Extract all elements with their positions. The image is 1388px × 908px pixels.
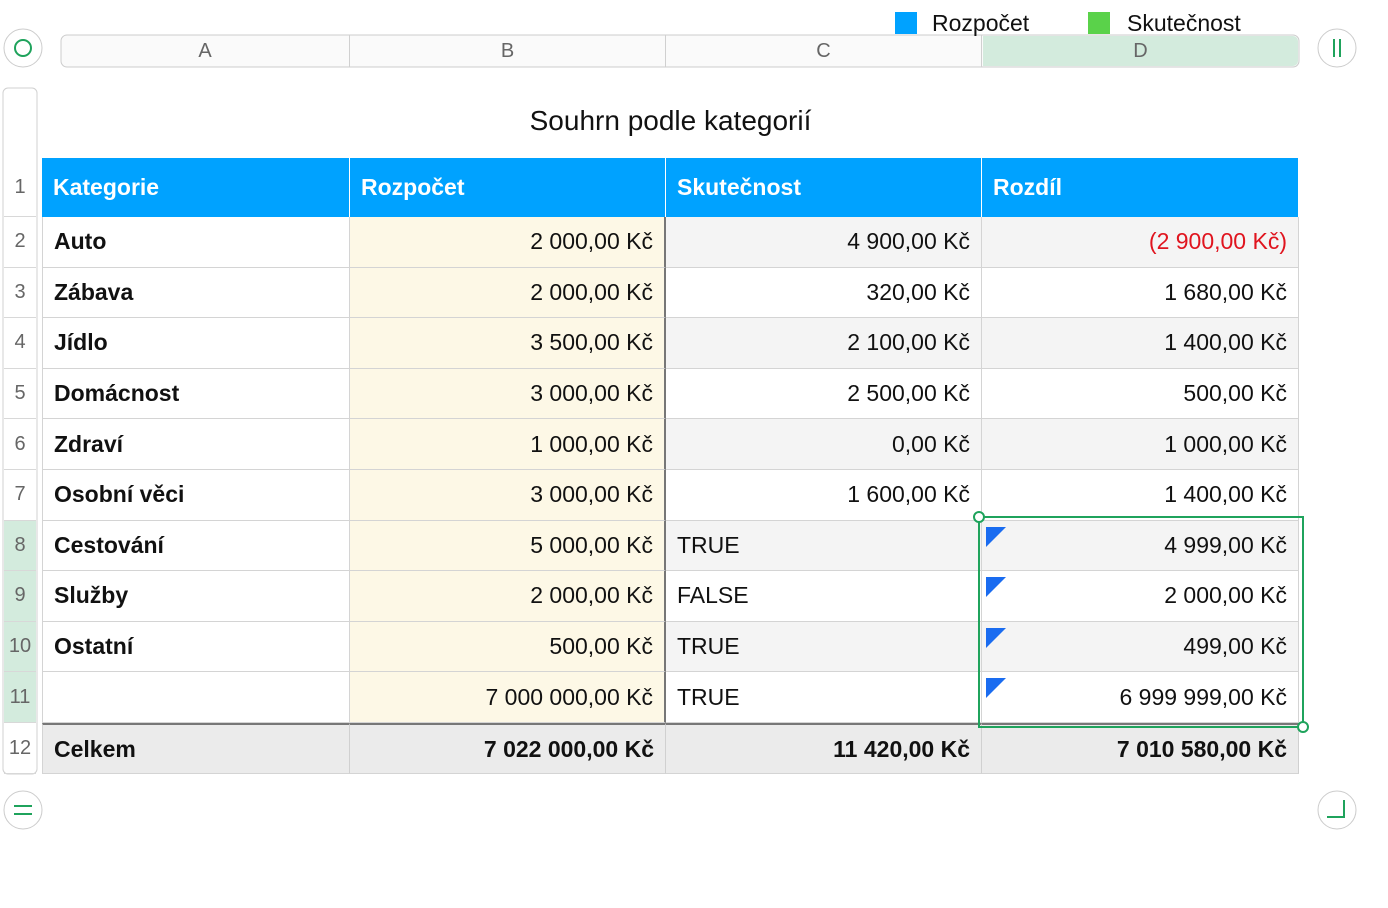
row-number: 9 [4, 571, 36, 622]
selected-column [983, 36, 1298, 66]
table-cell: 499,00 Kč [982, 621, 1299, 673]
table-cell: 1 400,00 Kč [982, 470, 1299, 521]
row-number: 8 [4, 521, 36, 572]
table-cell: Jídlo [42, 318, 350, 369]
table-cell: 500,00 Kč [982, 368, 1299, 420]
header-cell: Rozpočet [350, 158, 666, 217]
legend-swatch [1088, 12, 1110, 34]
table-cell: Cestování [42, 520, 350, 572]
row-number: 12 [4, 723, 36, 774]
table-cell: 2 000,00 Kč [350, 571, 666, 622]
legend-label: Skutečnost [1127, 10, 1241, 36]
table-cell: 2 000,00 Kč [982, 571, 1299, 622]
table-cell: 2 100,00 Kč [666, 318, 982, 369]
row-number: 7 [4, 470, 36, 521]
table-cell: 3 500,00 Kč [350, 318, 666, 369]
table-cell: Služby [42, 571, 350, 622]
column-letter: D [1133, 39, 1148, 62]
comment-flag[interactable] [986, 627, 1006, 648]
total-cell: 11 420,00 Kč [666, 723, 982, 774]
comment-flag[interactable] [986, 526, 1006, 547]
table-cell: Domácnost [42, 368, 350, 420]
table-cell: 3 000,00 Kč [350, 368, 666, 420]
table-cell [42, 672, 350, 723]
table-cell: 2 000,00 Kč [350, 267, 666, 319]
table-cell: 500,00 Kč [350, 621, 666, 673]
table-cell: 320,00 Kč [666, 267, 982, 319]
icon [14, 39, 32, 57]
add-column-button[interactable] [1317, 28, 1357, 68]
comment-flag[interactable] [986, 678, 1006, 699]
row-number: 1 [4, 158, 36, 217]
column-letter: A [61, 35, 350, 67]
row-number: 4 [4, 318, 36, 369]
table-cell: FALSE [666, 571, 982, 622]
table-cell: Zábava [42, 267, 350, 319]
table-cell: 3 000,00 Kč [350, 470, 666, 521]
table-cell: 1 000,00 Kč [982, 419, 1299, 470]
legend-label: Rozpočet [932, 10, 1030, 36]
header-cell: Skutečnost [666, 158, 982, 217]
table-cell: 5 000,00 Kč [350, 520, 666, 572]
table-cell: 4 900,00 Kč [666, 217, 982, 268]
table-cell: 1 400,00 Kč [982, 318, 1299, 369]
table-cell: 6 999 999,00 Kč [982, 672, 1299, 723]
table-cell: 2 000,00 Kč [350, 217, 666, 268]
total-cell: Celkem [42, 723, 350, 774]
icon [14, 805, 32, 815]
select-table-button[interactable] [3, 28, 43, 68]
table-cell: TRUE [666, 520, 982, 572]
table-cell: (2 900,00 Kč) [982, 217, 1299, 268]
table-cell: 1 680,00 Kč [982, 267, 1299, 319]
row-number: 3 [4, 268, 36, 319]
header-cell: Rozdíl [982, 158, 1299, 217]
table-cell: 4 999,00 Kč [982, 520, 1299, 572]
row-number: 10 [4, 622, 36, 673]
row-number: 2 [4, 217, 36, 268]
table-cell: Ostatní [42, 621, 350, 673]
row-number: 11 [4, 672, 36, 723]
resize-button[interactable] [1317, 790, 1357, 830]
table-cell: 0,00 Kč [666, 419, 982, 470]
column-letter: B [350, 35, 666, 67]
table-cell: 1 600,00 Kč [666, 470, 982, 521]
add-row-button[interactable] [3, 790, 43, 830]
legend-swatch [895, 12, 917, 34]
table-cell: TRUE [666, 621, 982, 673]
table-cell: Osobní věci [42, 470, 350, 521]
comment-flag[interactable] [986, 577, 1006, 598]
header-cell: Kategorie [42, 158, 350, 217]
total-cell: 7 010 580,00 Kč [982, 723, 1299, 774]
icon [1327, 800, 1345, 818]
table-title: Souhrn podle kategorií [529, 105, 812, 136]
table-cell: TRUE [666, 672, 982, 723]
column-letter: C [666, 35, 982, 67]
table-cell: Auto [42, 217, 350, 268]
table-cell: 7 000 000,00 Kč [350, 672, 666, 723]
table-cell: Zdraví [42, 419, 350, 470]
table-cell: 2 500,00 Kč [666, 368, 982, 420]
icon [1333, 39, 1341, 57]
row-number: 6 [4, 419, 36, 470]
selected-rows [4, 521, 36, 723]
total-cell: 7 022 000,00 Kč [350, 723, 666, 774]
table-cell: 1 000,00 Kč [350, 419, 666, 470]
row-number: 5 [4, 369, 36, 420]
